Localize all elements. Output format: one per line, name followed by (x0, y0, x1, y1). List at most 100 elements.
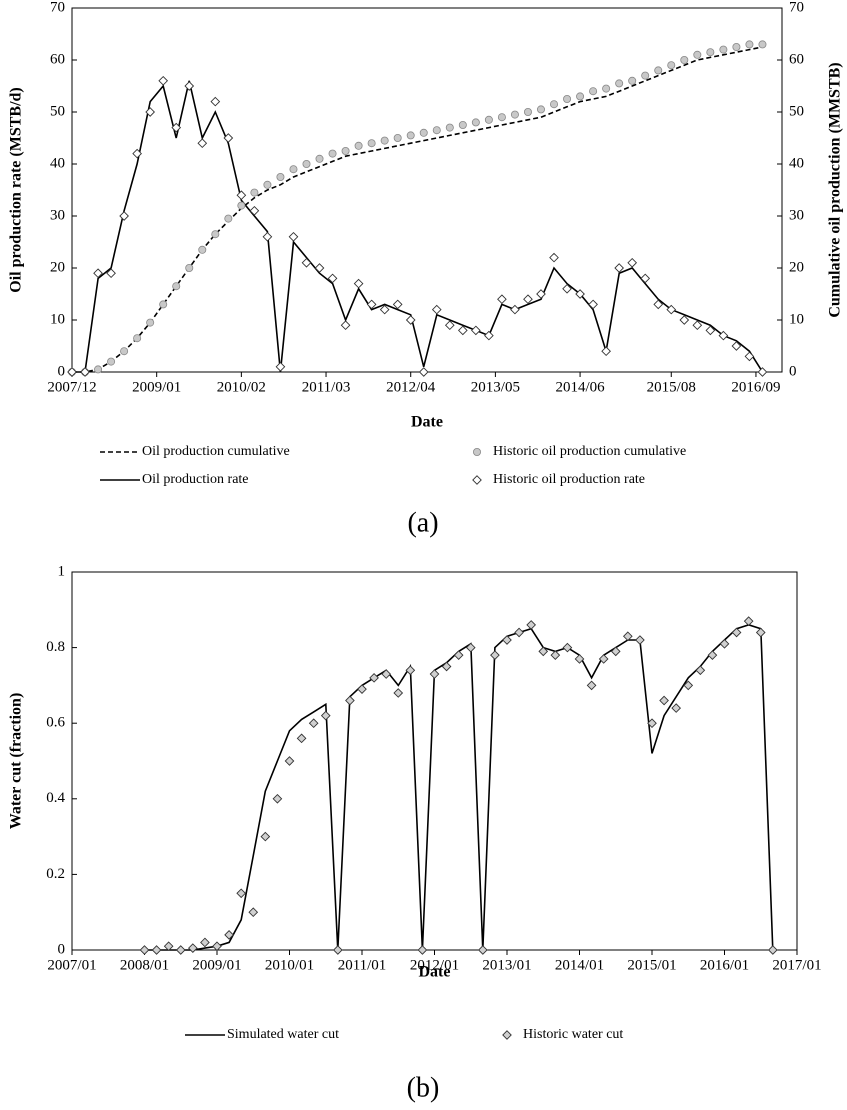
data-point (237, 201, 246, 210)
y-tick-label: 30 (50, 207, 65, 223)
data-point (510, 304, 520, 315)
data-point (497, 113, 506, 122)
data-point (119, 211, 129, 221)
data-point (353, 278, 364, 289)
data-point (744, 351, 755, 362)
data-point (457, 325, 468, 336)
legend-symbol (472, 475, 482, 485)
y2-axis-title: Cumulative oil production (MMSTB) (827, 62, 844, 317)
data-point (289, 165, 298, 174)
data-point (163, 941, 174, 952)
y-tick-label: 0.2 (46, 866, 65, 882)
data-point (197, 138, 208, 149)
data-point (185, 263, 194, 272)
data-point (132, 148, 142, 159)
data-point (575, 289, 585, 299)
x-tick-label: 2011/03 (302, 379, 351, 395)
data-point (248, 907, 259, 918)
data-point (249, 205, 260, 216)
legend-label: Oil production cumulative (142, 444, 290, 459)
data-point (514, 627, 524, 638)
data-point (484, 330, 494, 341)
data-point (80, 367, 90, 377)
data-point (67, 367, 77, 377)
data-point (497, 294, 507, 305)
data-point (405, 665, 416, 676)
data-point (743, 616, 754, 626)
data-point (654, 66, 663, 75)
data-point (345, 695, 355, 706)
data-point (453, 650, 464, 660)
series-line (72, 46, 763, 373)
x-tick-label: 2017/01 (772, 957, 821, 973)
x-tick-label: 2008/01 (120, 957, 169, 973)
data-point (465, 642, 476, 653)
data-point (444, 320, 455, 331)
data-point (598, 654, 609, 664)
y-tick-label: 50 (50, 103, 65, 119)
caption: (b) (407, 1072, 440, 1103)
data-point (210, 96, 221, 107)
data-point (641, 71, 650, 80)
data-point (536, 105, 545, 114)
y-tick-label: 0 (58, 941, 66, 957)
plot-frame (71, 7, 783, 373)
x-tick-label: 2012/04 (386, 379, 436, 395)
x-tick-label: 2016/09 (731, 379, 780, 395)
y-tick-label: 0.4 (46, 790, 65, 806)
x-tick-label: 2013/05 (471, 379, 520, 395)
data-point (139, 945, 150, 955)
y-tick-label: 0.6 (46, 715, 65, 731)
data-point (502, 635, 512, 645)
data-point (379, 304, 390, 315)
data-point (562, 642, 573, 653)
data-point (610, 646, 621, 657)
data-point (393, 688, 404, 698)
data-point (175, 945, 186, 955)
data-point (146, 318, 155, 327)
y-tick-label: 70 (50, 0, 65, 15)
data-point (212, 941, 222, 952)
data-point (198, 245, 207, 254)
x-tick-label: 2009/01 (132, 379, 181, 395)
data-point (653, 299, 664, 310)
data-point (441, 661, 452, 672)
data-point (635, 635, 645, 645)
data-point (367, 139, 376, 148)
data-point (417, 945, 428, 955)
data-point (158, 75, 169, 86)
data-point (392, 299, 403, 310)
data-point (272, 793, 283, 804)
data-point (171, 122, 182, 133)
series-line (144, 624, 774, 951)
y2-tick-label: 50 (789, 103, 804, 119)
data-point (586, 680, 597, 691)
x-tick-label: 2014/01 (555, 957, 604, 973)
y2-tick-label: 70 (789, 0, 804, 15)
data-point (510, 110, 519, 119)
data-point (315, 154, 324, 163)
y2-tick-label: 0 (789, 363, 797, 379)
y2-tick-label: 10 (789, 311, 804, 327)
data-point (354, 141, 363, 150)
y-tick-label: 0 (58, 363, 66, 379)
legend-label: Oil production rate (142, 472, 249, 487)
x-axis-title: Date (419, 964, 451, 981)
data-point (106, 268, 116, 279)
x-tick-label: 2015/01 (627, 957, 676, 973)
data-point (523, 108, 532, 117)
data-point (357, 684, 367, 695)
x-tick-label: 2009/01 (192, 957, 241, 973)
y2-tick-label: 20 (789, 259, 804, 275)
data-point (393, 133, 402, 142)
data-point (93, 268, 103, 279)
data-point (536, 289, 546, 299)
data-point (381, 669, 392, 679)
data-point (406, 131, 415, 140)
data-point (302, 159, 311, 168)
data-point (262, 231, 273, 242)
data-point (628, 76, 637, 85)
data-point (296, 733, 307, 744)
y2-tick-label: 30 (789, 207, 804, 223)
